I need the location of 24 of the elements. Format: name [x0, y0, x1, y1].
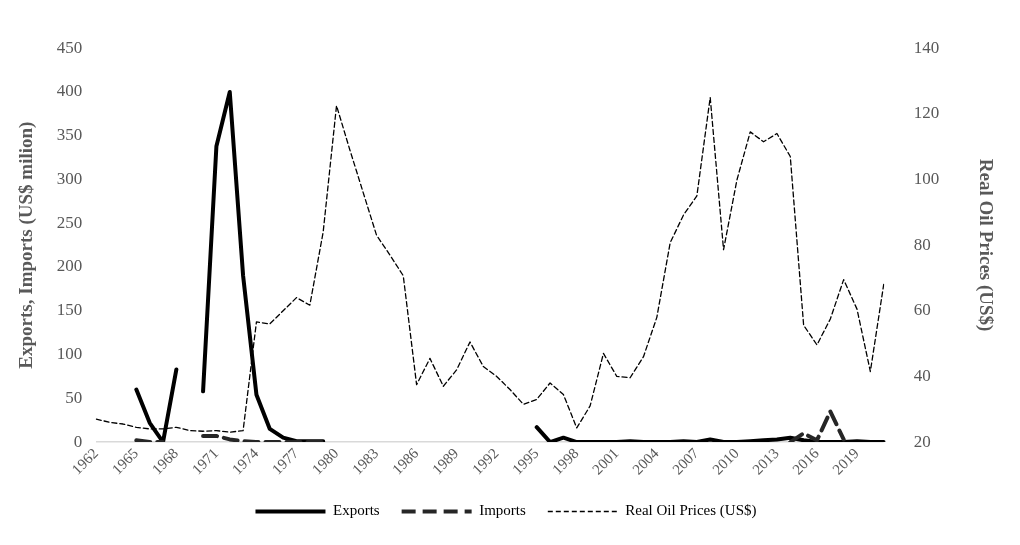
y-tick-label: 150 — [56, 300, 83, 320]
y2-tick-label: 140 — [913, 37, 940, 57]
x-tick-label: 1971 — [188, 445, 222, 478]
y2-tick-label: 100 — [913, 168, 940, 188]
x-tick-label: 1980 — [308, 445, 342, 478]
y-tick-label: 0 — [73, 431, 83, 451]
y2-tick-label: 40 — [913, 365, 931, 385]
y-tick-label: 350 — [56, 125, 83, 145]
legend-label: Real Oil Prices (US$) — [625, 502, 757, 520]
y-tick-label: 400 — [56, 81, 83, 101]
y-tick-label: 300 — [56, 168, 83, 188]
y2-tick-label: 80 — [913, 234, 931, 254]
y-tick-label: 250 — [56, 212, 83, 232]
legend-label: Exports — [332, 502, 380, 519]
y-tick-label: 450 — [56, 37, 83, 57]
y2-tick-label: 60 — [913, 300, 931, 320]
y-tick-label: 200 — [56, 256, 83, 276]
y2-tick-label: 120 — [913, 103, 940, 123]
y-tick-label: 100 — [56, 344, 83, 363]
y-tick-label: 50 — [65, 387, 83, 407]
legend-label: Imports — [479, 502, 526, 519]
y2-axis-title: Real Oil Prices (US$) — [974, 158, 997, 332]
y-axis-title: Exports, Imports (US$ milion) — [15, 121, 38, 369]
y2-tick-label: 20 — [913, 431, 931, 451]
